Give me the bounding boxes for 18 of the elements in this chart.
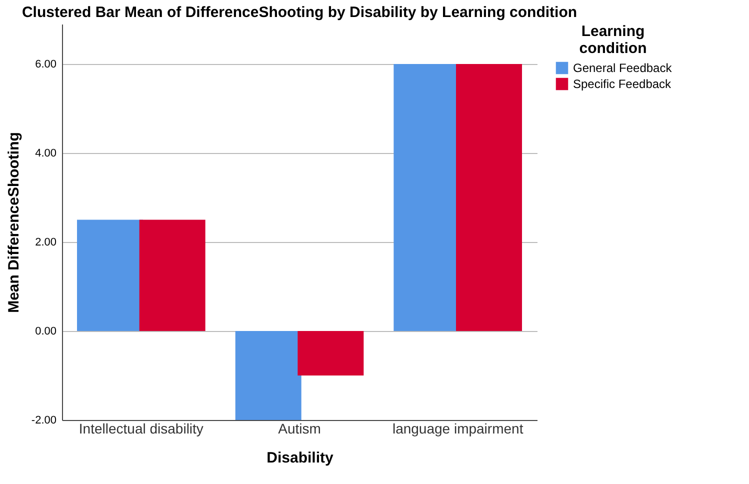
- x-axis-title: Disability: [266, 450, 334, 466]
- bar: [298, 331, 364, 376]
- y-tick-label: 4.00: [35, 148, 56, 160]
- legend-title: Learning condition: [579, 23, 647, 57]
- y-tick-label: 2.00: [35, 236, 56, 249]
- legend-label: General Feedback: [573, 61, 673, 75]
- bar: [235, 331, 302, 420]
- chart-title: Clustered Bar Mean of DifferenceShooting by Disability by Learning condition: [22, 4, 578, 21]
- y-tick-label: 0.00: [35, 326, 56, 338]
- y-tick-label: -2.00: [31, 414, 56, 426]
- y-axis-title: Mean DifferenceShooting: [5, 132, 22, 313]
- x-tick-label: Autism: [278, 420, 321, 436]
- bar: [456, 64, 522, 332]
- bar: [139, 220, 206, 332]
- x-tick-label: language impairment: [392, 420, 524, 436]
- y-tick-label: 6.00: [35, 58, 56, 71]
- x-tick-label: Intellectual disability: [78, 420, 204, 436]
- legend-label: Specific Feedback: [573, 77, 672, 91]
